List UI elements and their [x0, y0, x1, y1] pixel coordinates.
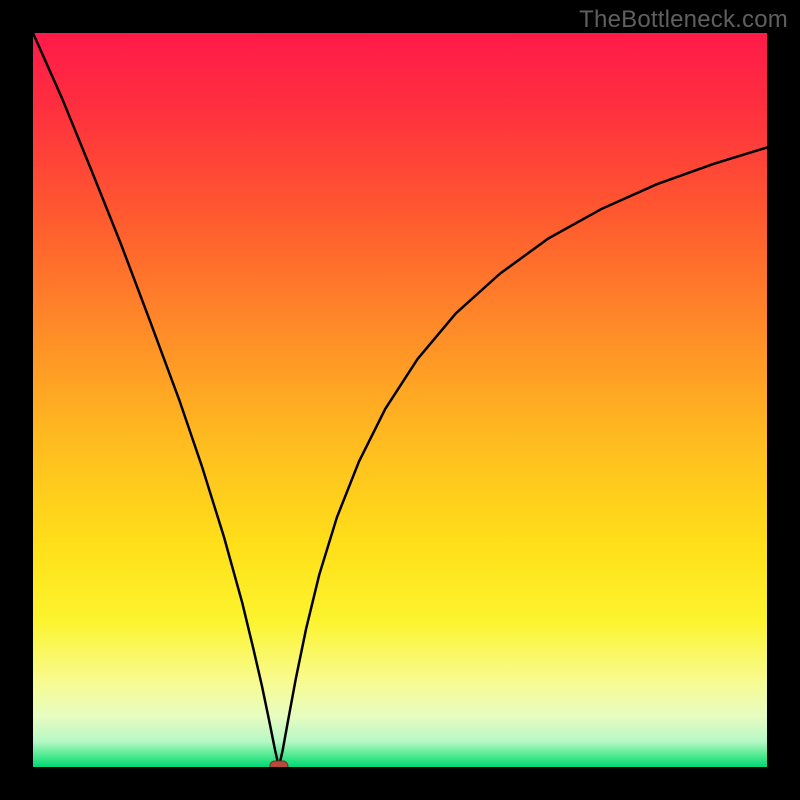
frame-left: [0, 0, 33, 800]
gradient-background: [33, 33, 767, 767]
watermark-text: TheBottleneck.com: [579, 6, 788, 34]
frame-bottom: [0, 767, 800, 800]
frame-right: [767, 0, 800, 800]
bottleneck-chart: [0, 0, 800, 800]
